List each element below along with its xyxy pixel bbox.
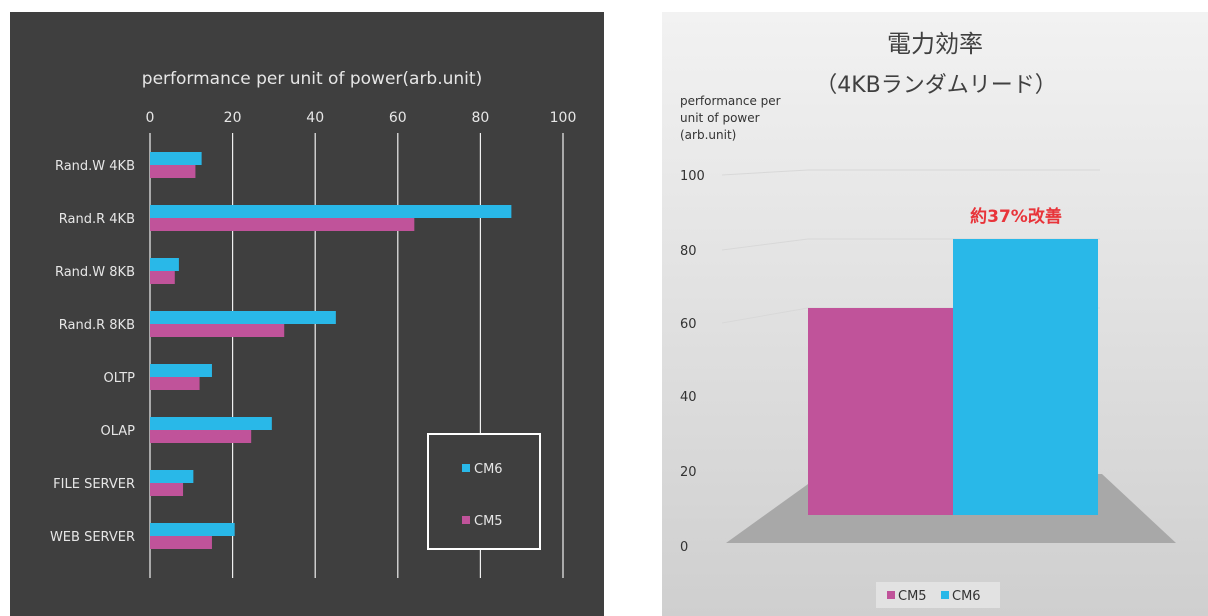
left-chart-title: performance per unit of power(arb.unit) (142, 69, 482, 89)
right-bars (808, 239, 1098, 515)
left-bar-cm6 (150, 152, 202, 165)
left-bar-cm6 (150, 311, 336, 324)
left-legend-swatch-cm5 (462, 516, 470, 524)
right-y-tick-label: 80 (680, 244, 697, 259)
right-y-tick-label: 60 (680, 317, 697, 332)
right-legend-swatch-cm5 (887, 591, 895, 599)
left-bar-cm5 (150, 271, 175, 284)
left-legend-swatch-cm6 (462, 464, 470, 472)
right-annotation: 約37%改善 (970, 206, 1062, 227)
right-legend-swatch-cm6 (941, 591, 949, 599)
right-chart: 電力効率 （4KBランダムリード） performance per unit o… (662, 12, 1208, 616)
right-y-tick-label: 20 (680, 465, 697, 480)
left-legend: CM6 CM5 (427, 433, 541, 550)
right-legend-label-cm5: CM5 (898, 589, 927, 604)
left-bar-cm5 (150, 324, 285, 337)
left-category-label: Rand.W 8KB (55, 265, 135, 280)
left-category-label: WEB SERVER (50, 530, 135, 545)
left-category-label: OLAP (100, 424, 135, 439)
left-x-tick-label: 0 (146, 110, 155, 126)
right-legend-box (876, 582, 1000, 608)
left-x-tick-label: 60 (389, 110, 407, 126)
left-x-tick-label: 40 (306, 110, 324, 126)
left-bar-cm5 (150, 218, 415, 231)
left-bar-cm6 (150, 258, 179, 271)
left-bar-cm5 (150, 165, 196, 178)
left-bar-cm5 (150, 377, 200, 390)
right-y-tick-label: 0 (680, 540, 688, 555)
right-y-tick-label: 40 (680, 390, 697, 405)
left-legend-label-cm6: CM6 (474, 462, 503, 477)
right-y-tick-label: 100 (680, 169, 705, 184)
right-y-axis-label-line2: unit of power (680, 111, 760, 125)
left-category-label: OLTP (104, 371, 136, 386)
left-bar-cm6 (150, 364, 212, 377)
left-bar-cm5 (150, 483, 184, 496)
right-gridline (721, 169, 1100, 176)
left-category-labels: Rand.W 4KB Rand.R 4KB Rand.W 8KB Rand.R 8KB… (50, 159, 135, 545)
right-legend-label-cm6: CM6 (952, 589, 981, 604)
left-bar-cm6 (150, 417, 272, 430)
left-legend-frame (427, 433, 541, 550)
left-bar-cm6 (150, 523, 235, 536)
left-bar-cm5 (150, 536, 212, 549)
left-category-label: Rand.R 8KB (59, 318, 135, 333)
left-x-tick-label: 80 (471, 110, 489, 126)
right-y-axis-label-line1: performance per (680, 94, 781, 108)
left-bars (150, 152, 512, 549)
right-chart-title: 電力効率 (887, 30, 983, 58)
left-category-label: Rand.R 4KB (59, 212, 135, 227)
right-y-axis-label-line3: (arb.unit) (680, 128, 736, 142)
left-category-label: FILE SERVER (53, 477, 135, 492)
right-y-ticks: 100 80 60 40 20 0 (680, 169, 705, 555)
left-bar-cm5 (150, 430, 252, 443)
left-category-label: Rand.W 4KB (55, 159, 135, 174)
left-bar-cm6 (150, 205, 512, 218)
right-bar-cm6 (953, 239, 1098, 515)
left-x-tick-label: 100 (550, 110, 577, 126)
left-bar-cm6 (150, 470, 194, 483)
left-x-ticks: 0 20 40 60 80 100 (146, 110, 577, 126)
right-chart-subtitle: （4KBランダムリード） (815, 73, 1057, 98)
left-legend-label-cm5: CM5 (474, 514, 503, 529)
right-legend: CM5 CM6 (876, 582, 1000, 608)
right-bar-cm5 (808, 308, 953, 515)
left-x-tick-label: 20 (224, 110, 242, 126)
left-chart: performance per unit of power(arb.unit) … (10, 12, 604, 616)
